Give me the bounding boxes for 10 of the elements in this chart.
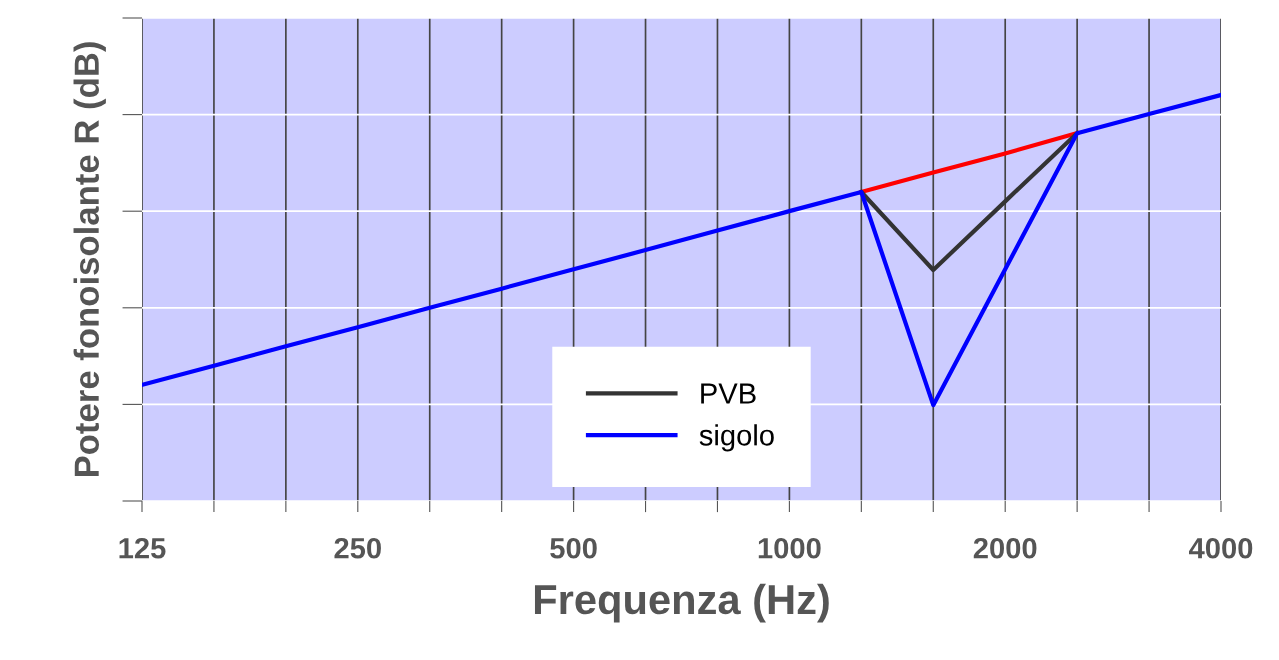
- legend-label: PVB: [701, 383, 756, 404]
- x-tick-label: 125: [119, 537, 166, 559]
- x-tick-label: 1000: [758, 537, 821, 559]
- x-tick-label: 2000: [973, 537, 1037, 559]
- x-axis-title: Frequenza (Hz): [534, 583, 829, 623]
- y-axis-title: Potere fonoisolante R (dB): [73, 42, 106, 477]
- legend-label: sigolo: [699, 424, 774, 452]
- x-tick-label: 4000: [1189, 537, 1253, 559]
- x-tick-label: 500: [550, 537, 597, 559]
- x-tick-label: 250: [334, 537, 381, 559]
